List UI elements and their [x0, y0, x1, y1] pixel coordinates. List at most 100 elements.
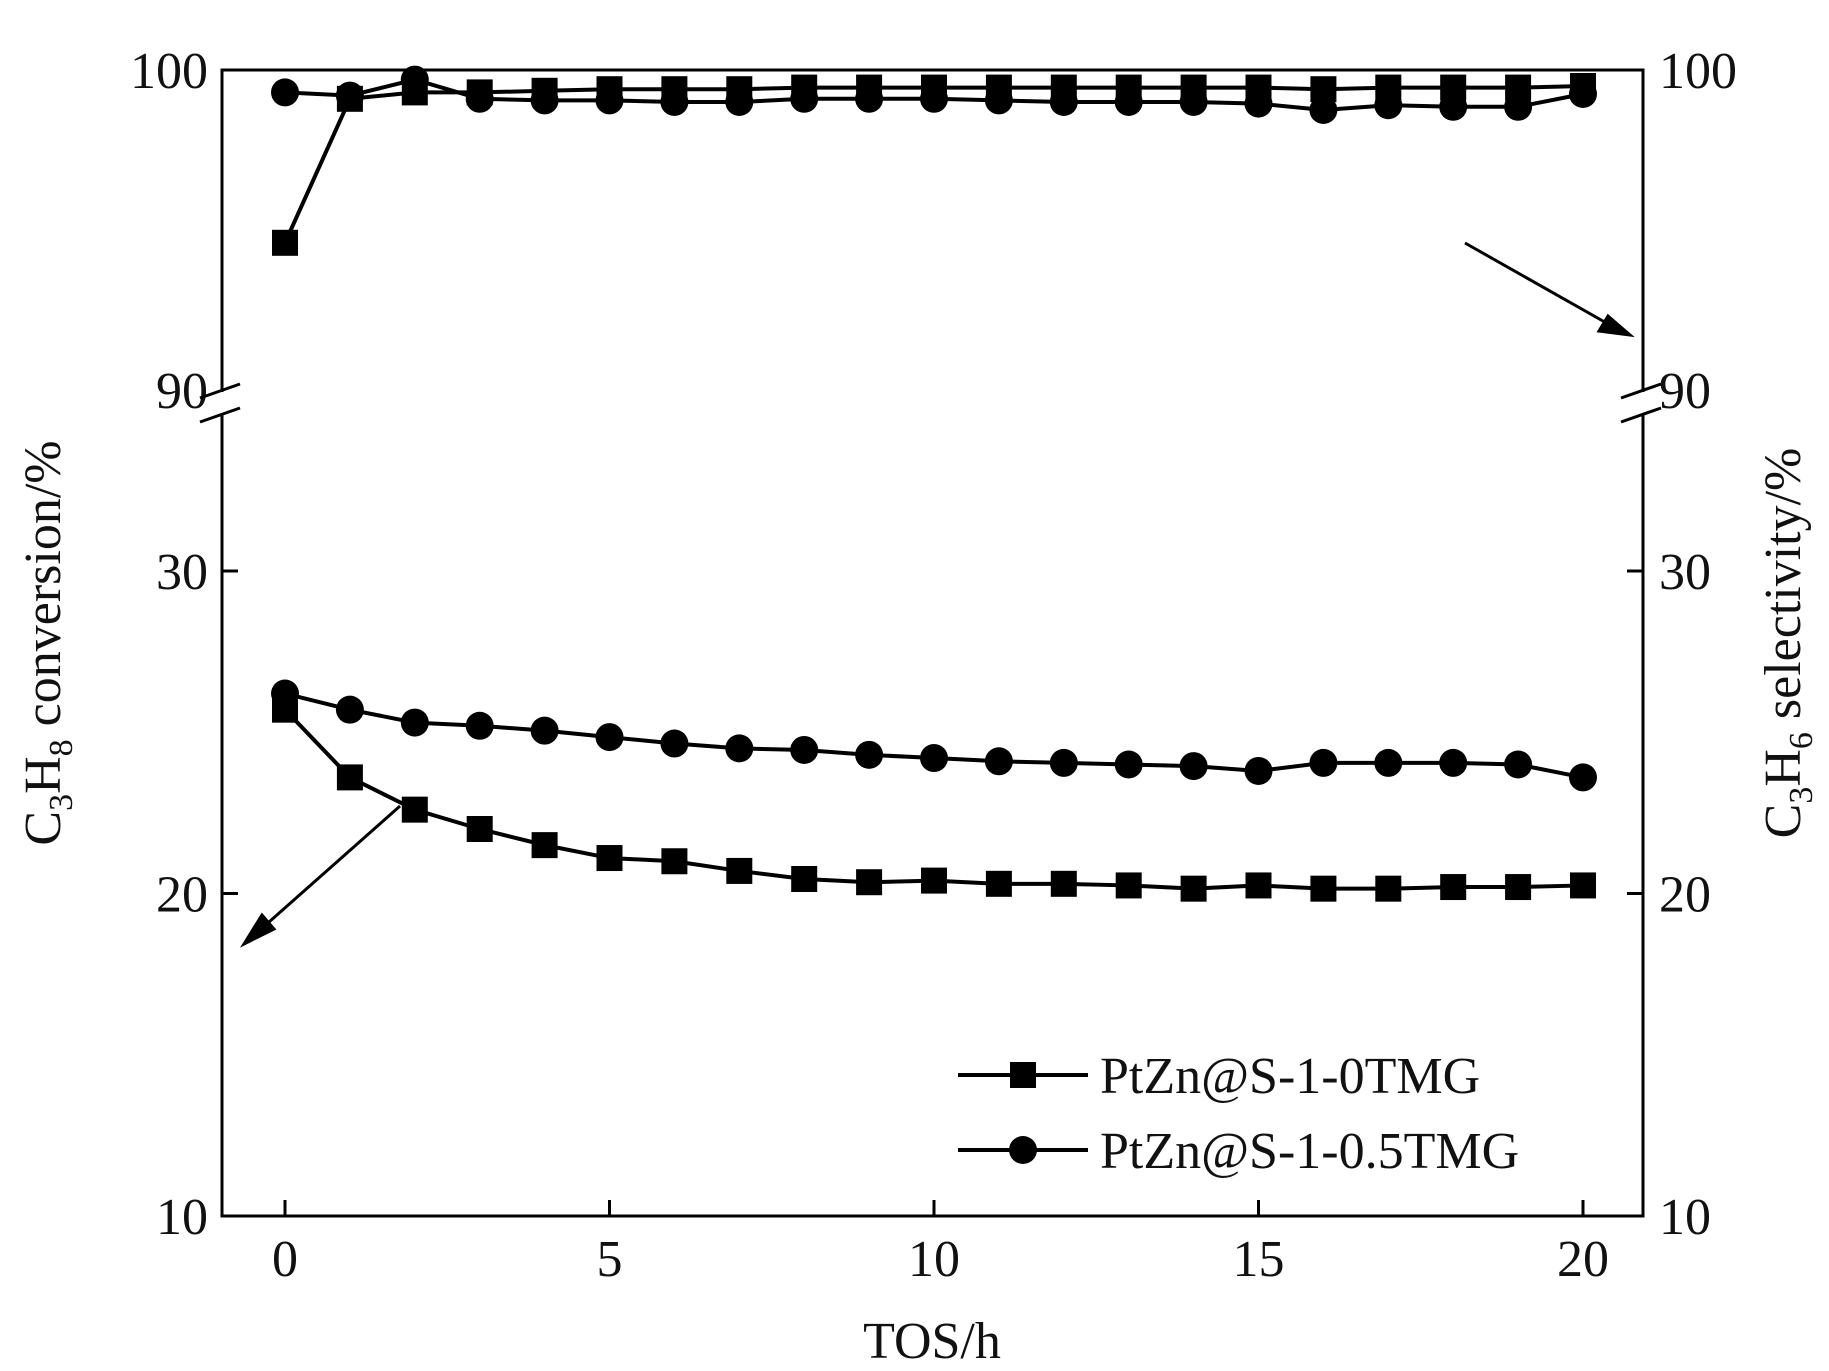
- y-right-tick-label: 100: [1659, 43, 1737, 100]
- data-point-circle: [530, 716, 559, 745]
- data-point-square: [1180, 875, 1207, 902]
- data-point-circle: [920, 744, 948, 773]
- data-point-square: [1505, 874, 1532, 901]
- data-point-circle: [855, 84, 884, 113]
- data-point-circle: [1114, 750, 1143, 779]
- data-point-circle: [1179, 752, 1208, 781]
- data-point-circle: [660, 729, 689, 758]
- x-tick-label: 10: [908, 1231, 960, 1288]
- data-point-circle: [1374, 748, 1403, 777]
- data-point-circle: [790, 84, 819, 113]
- data-point-circle: [1439, 748, 1468, 777]
- data-point-circle: [400, 65, 429, 94]
- data-point-square: [661, 848, 688, 875]
- x-tick-label: 5: [597, 1231, 623, 1288]
- data-point-circle: [595, 86, 624, 115]
- data-point-circle: [1374, 91, 1403, 120]
- y-left-tick-label: 90: [156, 363, 208, 420]
- x-axis-label: TOS/h: [863, 1313, 1001, 1370]
- axis-break-slash: [199, 406, 241, 424]
- data-point-circle: [1244, 756, 1273, 785]
- axis-breaks: [199, 382, 1662, 424]
- data-point-circle: [1504, 750, 1533, 779]
- data-point-circle: [1179, 88, 1208, 116]
- data-point-circle: [660, 88, 689, 116]
- data-point-circle: [335, 695, 364, 724]
- data-point-square: [336, 764, 363, 791]
- legend-label-05tmg: PtZn@S-1-0.5TMG: [1100, 1123, 1519, 1180]
- y-right-tick-label: 20: [1659, 867, 1711, 924]
- data-point-circle: [855, 740, 884, 769]
- axis-break-gap: [216, 392, 228, 414]
- data-point-square: [1440, 874, 1467, 901]
- y-left-tick-label: 100: [130, 43, 208, 100]
- y-left-tick-label: 20: [156, 867, 208, 924]
- y-right-tick-label: 90: [1659, 363, 1711, 420]
- y-right-tick-label: 10: [1659, 1189, 1711, 1246]
- data-point-square: [726, 857, 753, 884]
- y-left-tick-label: 30: [156, 544, 208, 601]
- data-point-circle: [1049, 88, 1078, 116]
- arrow-to-left-axis: [239, 804, 401, 948]
- data-point-circle: [595, 723, 624, 752]
- data-point-square: [985, 870, 1012, 897]
- data-point-circle: [725, 88, 754, 116]
- data-point-square: [596, 845, 623, 872]
- data-point-circle: [1244, 89, 1273, 118]
- y-right-tick-label: 30: [1659, 544, 1711, 601]
- data-point-circle: [465, 711, 494, 740]
- data-point-square: [791, 865, 818, 892]
- legend-entry-circle: PtZn@S-1-0.5TMG: [958, 1123, 1519, 1180]
- data-point-circle: [335, 81, 364, 110]
- data-point-circle: [1309, 96, 1338, 124]
- data-point-circle: [400, 708, 429, 737]
- data-point-square: [856, 869, 883, 896]
- data-point-square: [466, 816, 493, 842]
- data-point-circle: [725, 734, 754, 763]
- ticks: [222, 569, 1643, 1216]
- data-point-circle: [984, 86, 1013, 115]
- data-point-circle: [1309, 748, 1338, 777]
- data-point-square: [1245, 872, 1272, 899]
- legend-label-0tmg: PtZn@S-1-0TMG: [1100, 1048, 1480, 1105]
- data-point-square: [1050, 870, 1077, 897]
- data-point-square: [1310, 875, 1337, 902]
- y-right-axis-label: C3H6 selectivity/%: [1755, 448, 1820, 839]
- series-group: [271, 65, 1597, 902]
- data-point-square: [531, 832, 558, 859]
- axis-break-slash: [1620, 406, 1662, 424]
- data-point-circle: [1049, 748, 1078, 777]
- data-point-circle: [530, 86, 559, 115]
- axis-break-slash: [199, 382, 241, 400]
- data-point-square: [921, 867, 947, 894]
- data-point-circle: [790, 735, 819, 764]
- data-point-circle: [920, 84, 948, 113]
- data-point-square: [1115, 872, 1142, 899]
- x-tick-label: 15: [1233, 1231, 1285, 1288]
- axis-break-gap: [1637, 392, 1649, 414]
- data-point-circle: [1439, 92, 1468, 121]
- legend-entry-square: PtZn@S-1-0TMG: [958, 1048, 1480, 1105]
- x-tick-label: 20: [1557, 1231, 1609, 1288]
- data-point-circle: [271, 679, 299, 708]
- legend: PtZn@S-1-0TMG PtZn@S-1-0.5TMG: [958, 1048, 1519, 1180]
- data-point-square: [401, 796, 428, 823]
- data-point-circle: [1569, 80, 1597, 108]
- x-tick-label: 0: [272, 1231, 298, 1288]
- data-point-square: [1570, 872, 1596, 899]
- data-point-square: [272, 229, 298, 256]
- data-point-circle: [1114, 88, 1143, 116]
- axis-break-slash: [1620, 382, 1662, 400]
- y-left-axis-label: C3H8 conversion/%: [15, 440, 80, 845]
- data-point-circle: [984, 747, 1013, 776]
- data-point-square: [1375, 875, 1402, 902]
- y-left-tick-label: 10: [156, 1189, 208, 1246]
- tick-labels: 0 5 10 15 20 10 10 20 20 30 30 90 90 100 100: [130, 43, 1737, 1288]
- data-point-circle: [1504, 92, 1533, 121]
- plot-frame: [220, 68, 1645, 1218]
- arrow-to-right-axis: [1464, 241, 1635, 338]
- data-point-circle: [465, 84, 494, 113]
- data-point-circle: [1569, 763, 1597, 792]
- data-point-circle: [271, 78, 299, 107]
